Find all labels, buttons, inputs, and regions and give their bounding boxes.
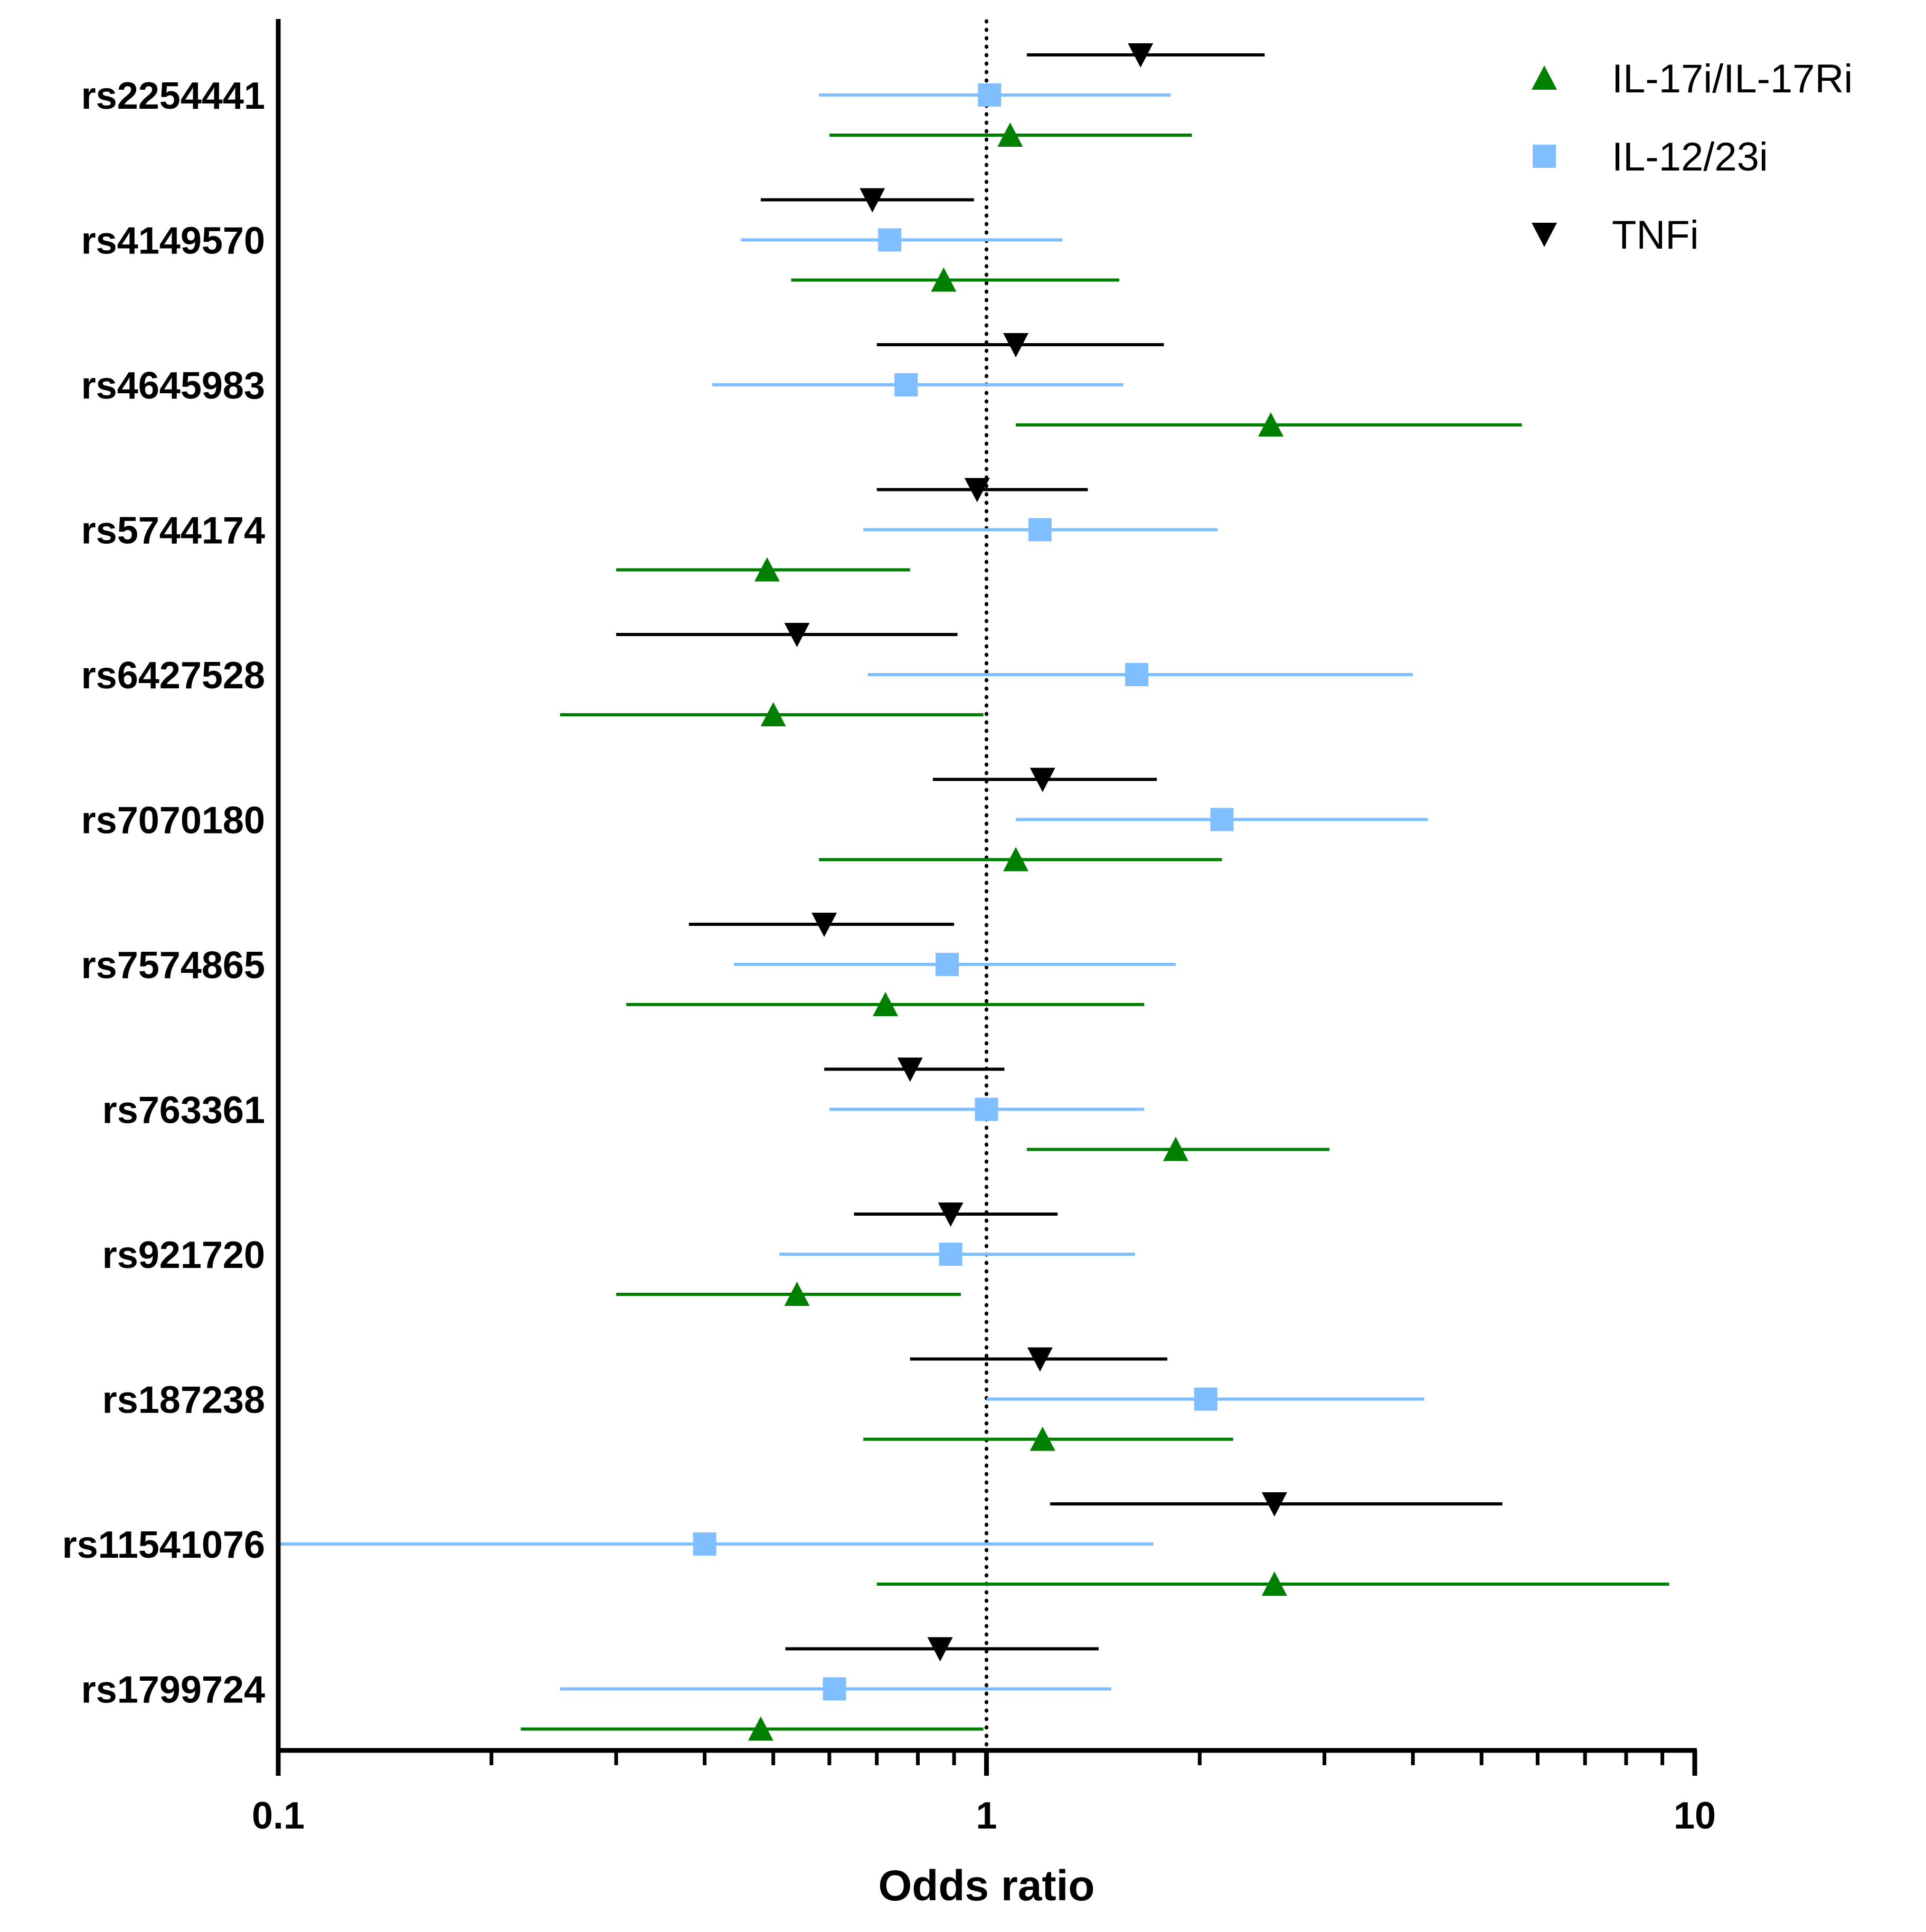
point-il-12-23i-rs7574865 — [936, 953, 959, 976]
point-tnfi-rs2254441 — [1128, 43, 1154, 68]
point-il-17i-il-17ri-rs5744174 — [754, 557, 780, 582]
legend-item-tnfi: TNFi — [1532, 213, 1699, 258]
point-il-17i-il-17ri-rs187238 — [1030, 1426, 1055, 1451]
snp-label-rs187238: rs187238 — [102, 1379, 265, 1422]
point-tnfi-rs11541076 — [1261, 1492, 1287, 1517]
point-il-17i-il-17ri-rs4645983 — [1258, 412, 1283, 437]
point-tnfi-rs4149570 — [860, 188, 885, 213]
point-tnfi-rs187238 — [1027, 1347, 1053, 1372]
snp-label-rs5744174: rs5744174 — [81, 510, 265, 552]
point-il-12-23i-rs5744174 — [1028, 518, 1052, 542]
point-tnfi-rs7574865 — [811, 913, 837, 937]
point-il-17i-il-17ri-rs7070180 — [1003, 847, 1029, 872]
point-il-12-23i-rs2254441 — [978, 83, 1002, 107]
x-tick-label: 0.1 — [252, 1795, 305, 1837]
point-tnfi-rs7070180 — [1030, 768, 1055, 792]
snp-label-rs4149570: rs4149570 — [81, 220, 265, 262]
point-il-17i-il-17ri-rs921720 — [784, 1282, 810, 1306]
point-il-17i-il-17ri-rs4149570 — [931, 267, 957, 292]
point-tnfi-rs763361 — [897, 1057, 923, 1082]
point-tnfi-rs921720 — [938, 1202, 964, 1227]
point-tnfi-rs4645983 — [1003, 333, 1029, 357]
snp-label-rs11541076: rs11541076 — [62, 1524, 265, 1566]
legend-item-il-12-23i: IL-12/23i — [1533, 135, 1768, 179]
point-il-17i-il-17ri-rs6427528 — [760, 702, 786, 726]
point-il-17i-il-17ri-rs7574865 — [873, 992, 899, 1016]
snp-label-rs1799724: rs1799724 — [81, 1669, 265, 1711]
legend-label: IL-12/23i — [1612, 135, 1768, 179]
x-tick-label: 10 — [1674, 1795, 1716, 1837]
snp-label-rs763361: rs763361 — [102, 1090, 265, 1132]
point-il-17i-il-17ri-rs1799724 — [748, 1716, 773, 1741]
point-il-12-23i-rs7070180 — [1210, 808, 1234, 831]
legend-marker-square-icon — [1533, 145, 1556, 168]
point-il-12-23i-rs921720 — [939, 1243, 962, 1266]
snp-label-rs4645983: rs4645983 — [81, 365, 265, 407]
point-il-12-23i-rs187238 — [1194, 1387, 1217, 1411]
snp-label-rs7574865: rs7574865 — [81, 944, 265, 987]
point-il-12-23i-rs763361 — [975, 1097, 998, 1121]
x-axis-title: Odds ratio — [878, 1862, 1094, 1910]
legend-item-il-17i-il-17ri: IL-17i/IL-17Ri — [1532, 56, 1853, 101]
point-il-12-23i-rs4149570 — [878, 228, 902, 252]
point-il-17i-il-17ri-rs11541076 — [1261, 1571, 1287, 1596]
point-il-17i-il-17ri-rs763361 — [1163, 1137, 1188, 1161]
x-tick-label: 1 — [976, 1795, 997, 1837]
legend-label: TNFi — [1612, 213, 1699, 258]
point-il-12-23i-rs4645983 — [894, 373, 918, 396]
point-il-12-23i-rs1799724 — [823, 1677, 846, 1701]
point-il-12-23i-rs6427528 — [1125, 663, 1149, 686]
point-il-12-23i-rs11541076 — [693, 1532, 716, 1556]
snp-label-rs921720: rs921720 — [102, 1234, 265, 1276]
snp-label-rs2254441: rs2254441 — [81, 75, 265, 117]
snp-label-rs6427528: rs6427528 — [81, 655, 265, 697]
point-il-17i-il-17ri-rs2254441 — [997, 122, 1023, 147]
point-tnfi-rs1799724 — [927, 1637, 953, 1662]
legend-marker-triangle-up-icon — [1532, 65, 1557, 90]
legend-marker-triangle-down-icon — [1532, 223, 1557, 247]
point-tnfi-rs5744174 — [964, 478, 990, 503]
point-tnfi-rs6427528 — [784, 623, 810, 647]
snp-label-rs7070180: rs7070180 — [81, 800, 265, 842]
legend-label: IL-17i/IL-17Ri — [1612, 56, 1853, 101]
